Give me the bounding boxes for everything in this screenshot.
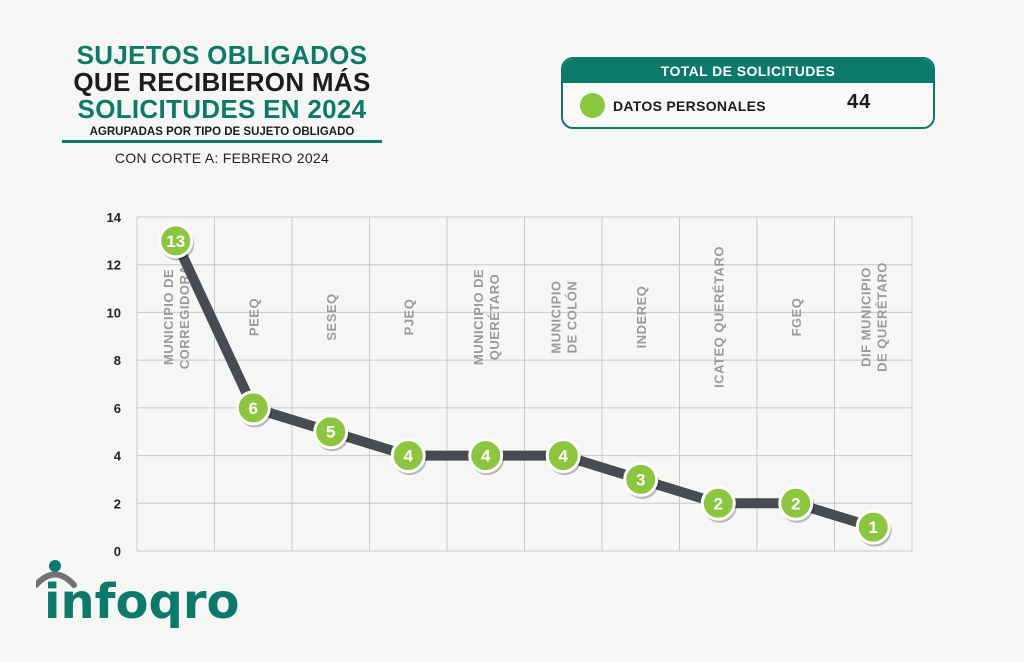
y-tick-label: 10 (107, 305, 121, 320)
logo-arc-icon (36, 571, 77, 588)
x-category-label: PEEQ (246, 298, 261, 336)
x-category-label-line: DE QUERÉTARO (874, 262, 889, 372)
total-header: TOTAL DE SOLICITUDES (563, 59, 933, 83)
title-line-1: SUJETOS OBLIGADOS (76, 40, 368, 70)
y-tick-label: 6 (114, 401, 121, 416)
data-label: 4 (481, 447, 491, 466)
title-line-3: SOLICITUDES EN 2024 (77, 94, 367, 124)
x-category-label-line: PEEQ (246, 298, 261, 336)
y-tick-label: 14 (107, 210, 122, 225)
data-label: 4 (404, 447, 414, 466)
x-category-label: SESEQ (324, 293, 339, 340)
x-category-label-line: MUNICIPIO DE (161, 269, 176, 365)
y-tick-label: 4 (114, 449, 122, 464)
title-line-2: QUE RECIBIERON MÁS (73, 67, 371, 97)
data-point (235, 390, 271, 426)
data-label: 5 (326, 423, 335, 442)
data-label: 13 (166, 232, 185, 251)
x-category-label-line: ICATEQ QUERÉTARO (711, 246, 726, 388)
infoqro-logo: infoqro (36, 560, 240, 630)
data-point (545, 438, 581, 474)
legend-label: DATOS PERSONALES (613, 98, 766, 114)
x-category-label-line: QUERÉTARO (487, 274, 502, 361)
data-point (623, 461, 659, 497)
x-category-label-line: MUNICIPIO (548, 280, 563, 353)
x-category-label: ICATEQ QUERÉTARO (711, 246, 726, 388)
x-category-label-line: FGEQ (789, 298, 804, 337)
logo-head-icon (49, 560, 61, 572)
x-category-label-line: INDEREQ (634, 286, 649, 349)
x-category-label-line: PJEQ (401, 299, 416, 336)
data-label: 3 (636, 470, 645, 489)
title-subtitle: AGRUPADAS POR TIPO DE SUJETO OBLIGADO (62, 126, 382, 143)
data-point (778, 485, 814, 521)
total-requests-box: TOTAL DE SOLICITUDES DATOS PERSONALES 44 (561, 57, 935, 129)
data-label: 2 (714, 494, 723, 513)
data-point (390, 438, 426, 474)
title-block: SUJETOS OBLIGADOS QUE RECIBIERON MÁS SOL… (62, 42, 382, 143)
legend-value: 44 (847, 91, 872, 113)
x-category-label: DIF MUNICIPIODE QUERÉTARO (858, 262, 889, 372)
x-category-label-line: SESEQ (324, 293, 339, 340)
data-label: 1 (869, 518, 878, 537)
data-label: 4 (559, 447, 569, 466)
series-line (170, 235, 879, 533)
x-category-label: MUNICIPIO DECORREGIDORA (161, 265, 192, 370)
y-tick-label: 12 (107, 258, 121, 273)
legend-dot (580, 93, 605, 118)
x-category-label-line: DE COLÓN (564, 281, 579, 354)
y-tick-label: 8 (114, 353, 121, 368)
data-label: 2 (791, 494, 800, 513)
data-point (468, 438, 504, 474)
data-point (158, 223, 194, 259)
logo-text: infoqro (44, 574, 240, 630)
x-category-label: INDEREQ (634, 286, 649, 349)
x-category-label-line: MUNICIPIO DE (471, 269, 486, 365)
x-category-label-line: CORREGIDORA (177, 265, 192, 370)
total-row: DATOS PERSONALES 44 (563, 83, 933, 127)
data-point (313, 414, 349, 450)
y-tick-label: 0 (114, 544, 121, 559)
data-point (700, 485, 736, 521)
data-point (855, 509, 891, 545)
data-label: 6 (249, 399, 258, 418)
x-category-label-line: DIF MUNICIPIO (858, 267, 873, 367)
y-tick-label: 2 (114, 496, 121, 511)
x-category-label: PJEQ (401, 299, 416, 336)
x-category-label: FGEQ (789, 298, 804, 337)
x-category-label: MUNICIPIODE COLÓN (548, 280, 579, 353)
cutoff-date: CON CORTE A: FEBRERO 2024 (114, 150, 330, 166)
x-category-label: MUNICIPIO DEQUERÉTARO (471, 269, 502, 365)
